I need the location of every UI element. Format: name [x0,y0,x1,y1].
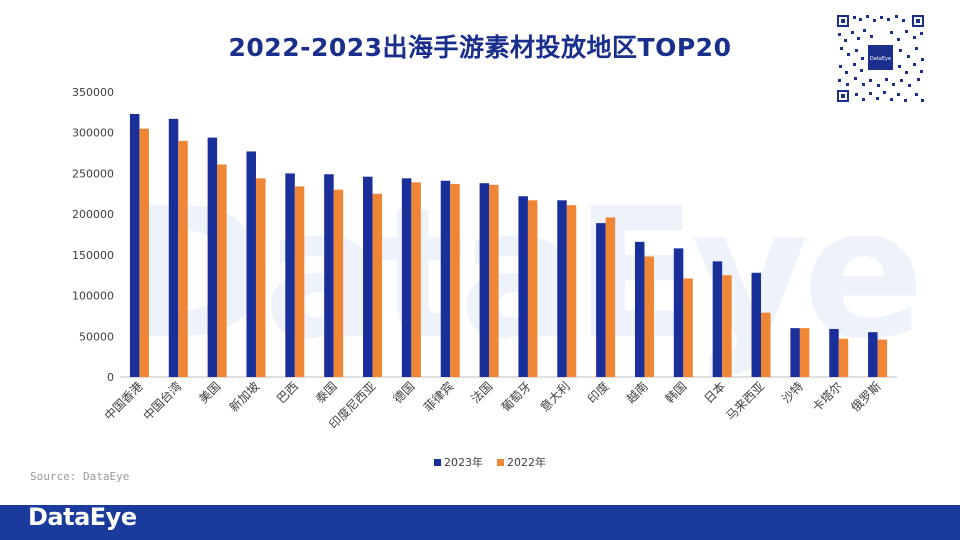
bar-2023 [246,151,256,377]
bar-2022 [566,205,577,377]
bar-2022 [255,178,266,377]
y-tick-label: 50000 [79,330,114,343]
bar-2022 [838,338,849,377]
x-tick-label: 泰国 [313,379,340,406]
x-tick-label: 美国 [196,379,223,406]
bar-2023 [401,178,412,377]
x-tick-label: 沙特 [778,379,806,407]
y-tick-label: 300000 [72,127,114,140]
x-tick-label: 日本 [701,379,728,406]
bar-2023 [285,173,295,377]
svg-text:DataEye: DataEye [870,56,891,62]
y-tick-label: 350000 [72,86,114,99]
bar-2023 [790,328,800,377]
bar-2022 [683,278,693,377]
bar-2022 [799,328,810,377]
bar-2023 [751,272,762,377]
bar-chart: 0 50000 100000 150000 200000 250000 300000 3500… [72,86,897,469]
chart-title: 2022-2023出海手游素材投放地区TOP20 [228,33,732,62]
bar-2023 [168,118,179,377]
bar-2022 [217,164,227,377]
x-tick-label: 卡塔尔 [809,379,845,415]
bar-2023 [868,332,878,377]
legend-swatch-2023 [434,459,441,466]
bar-2023 [829,328,839,377]
x-tick-label: 法国 [468,379,495,406]
y-tick-label: 250000 [72,167,114,180]
x-tick-label: 新加坡 [226,379,262,415]
x-tick-label: 巴西 [274,379,301,406]
bar-2023 [596,223,606,377]
bar-2022 [450,184,460,377]
bar-2023 [557,200,567,377]
x-tick-label: 葡萄牙 [499,379,534,414]
y-tick-label: 150000 [72,249,114,262]
x-tick-label: 中国香港 [101,379,146,424]
bar-2022 [761,312,771,377]
qr-code-icon: DataEye [835,13,926,104]
bar-2023 [440,180,451,377]
footer-bar [0,505,960,540]
x-tick-label: 韩国 [662,379,690,407]
y-tick-label: 0 [107,371,114,384]
bar-2022 [139,128,149,377]
bar-2023 [712,261,723,377]
bar-2022 [294,186,305,377]
bar-2022 [877,339,888,377]
bar-2023 [129,113,140,377]
x-tick-label: 中国台湾 [140,379,185,424]
bar-2023 [363,176,373,377]
y-tick-label: 100000 [72,290,114,303]
bar-2023 [634,241,645,377]
x-tick-label: 越南 [623,379,651,407]
legend-label-2022: 2022年 [507,455,546,469]
y-tick-label: 200000 [72,208,114,221]
bar-2022 [605,217,616,377]
x-tick-label: 俄罗斯 [848,379,883,414]
bar-2023 [673,248,684,377]
bar-2022 [644,256,654,377]
x-tick-label: 印度 [584,379,612,407]
bar-2023 [479,183,490,377]
bar-2022 [178,140,188,377]
bar-2022 [333,189,344,377]
bar-2022 [527,200,538,377]
bar-2023 [518,196,528,377]
source-note: Source: DataEye [30,470,130,483]
x-tick-label: 马来西亚 [723,379,767,423]
x-tick-label: 菲律宾 [420,379,456,415]
x-tick-label: 德国 [390,379,418,407]
legend-swatch-2022 [497,459,504,466]
bar-2022 [372,193,383,377]
bar-2023 [207,137,218,377]
bar-2022 [411,182,421,377]
brand-logo: DataEye [28,503,137,531]
bar-2023 [324,174,334,377]
bar-2022 [722,275,732,377]
legend-label-2023: 2023年 [444,455,483,469]
bar-2022 [489,184,499,377]
x-tick-label: 意大利 [537,379,573,415]
